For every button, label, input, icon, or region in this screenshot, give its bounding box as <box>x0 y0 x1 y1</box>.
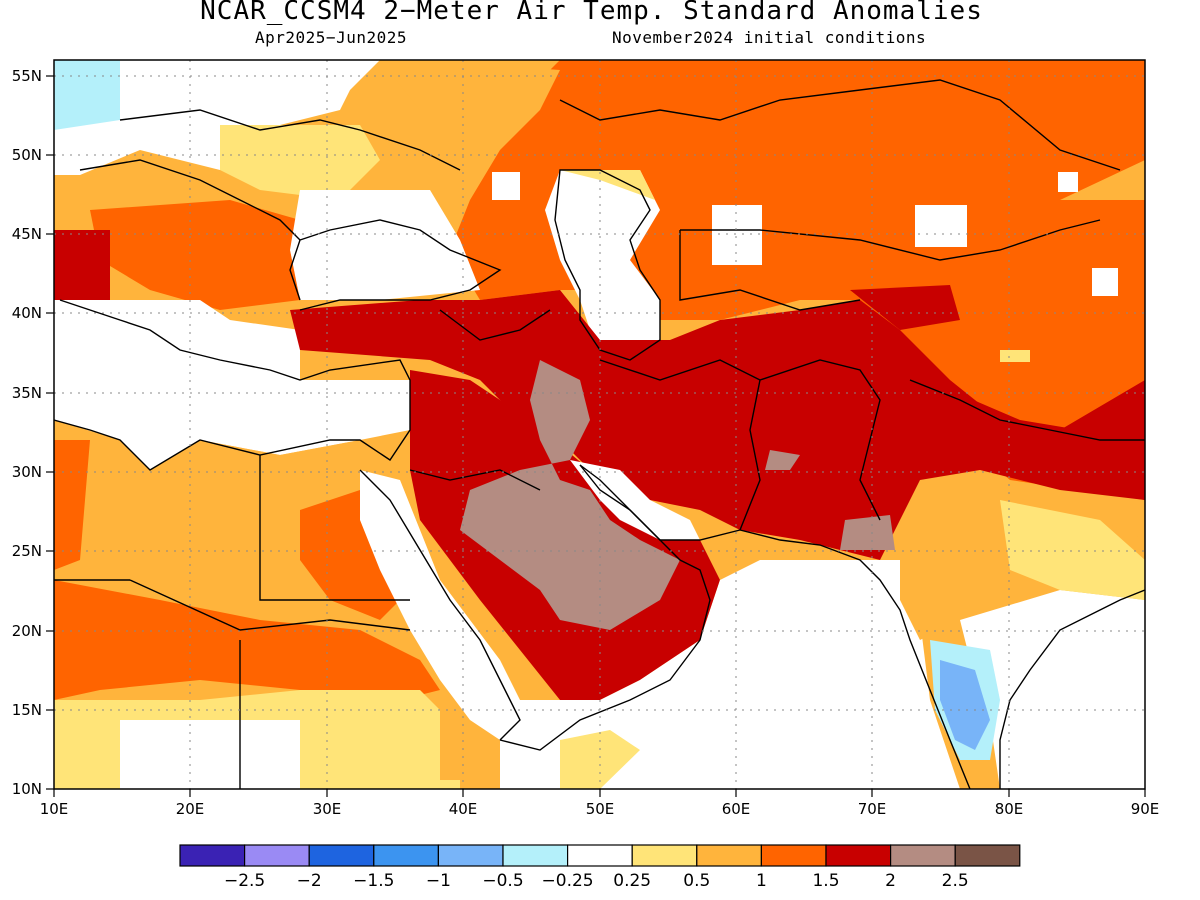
lat-label: 15N <box>12 701 42 719</box>
graticule <box>54 60 1145 789</box>
anomaly-2-5-afghanistan <box>765 450 800 470</box>
coastlines-and-borders <box>54 79 1145 789</box>
anomaly-1-5-balkans <box>90 200 300 310</box>
lon-label: 70E <box>858 800 887 818</box>
lon-label: 10E <box>40 800 69 818</box>
anomaly-2-0-iran-turkey <box>290 290 1145 560</box>
colorbar-swatch <box>244 844 310 867</box>
colorbar-swatch <box>502 844 569 867</box>
colorbar-swatch <box>696 844 762 867</box>
colorbar-swatch <box>889 844 956 867</box>
forecast-period: Apr2025−Jun2025 <box>255 28 407 47</box>
colorbar-swatch <box>825 844 892 867</box>
anomaly-2-0-tian-shan <box>850 285 960 330</box>
anomaly-0-5-patch <box>1000 350 1030 362</box>
colorbar-label: 2.5 <box>942 871 969 891</box>
neutral-ethiopia <box>120 720 300 789</box>
colorbar-swatch <box>308 844 375 867</box>
colorbar-label: 0.5 <box>683 871 710 891</box>
colorbar-label: −2 <box>297 871 322 891</box>
colorbar-label: 0.25 <box>613 871 651 891</box>
colorbar <box>179 844 1021 867</box>
latitude-labels: 55N 50N 45N 40N 35N 30N 25N 20N 15N 10N <box>12 67 42 798</box>
neutral-black-sea <box>290 190 480 300</box>
colorbar-swatch <box>179 844 246 867</box>
neutral-patch <box>1092 268 1118 296</box>
lon-label: 30E <box>313 800 342 818</box>
anomaly-1-5-sahel <box>54 580 440 700</box>
neutral-patch <box>915 205 967 247</box>
colorbar-label: 2 <box>885 871 896 891</box>
neutral-northwest <box>54 60 380 175</box>
anomaly-1-0-baltic <box>380 60 560 120</box>
lat-label: 35N <box>12 384 42 402</box>
colorbar-label: −0.25 <box>542 871 594 891</box>
anomaly-minus-0-25-north-sea <box>54 60 120 130</box>
colorbar-label: 1.5 <box>812 871 839 891</box>
anomaly-2-5-sindh <box>840 515 895 550</box>
colorbar-swatch <box>437 844 504 867</box>
colorbar-label: −0.5 <box>482 871 523 891</box>
colorbar-labels: −2.5 −2 −1.5 −1 −0.5 −0.25 0.25 0.5 1 1.5 2 2.5 <box>224 871 969 891</box>
lat-label: 45N <box>12 225 42 243</box>
initial-conditions: November2024 initial conditions <box>612 28 927 47</box>
lat-label: 30N <box>12 463 42 481</box>
lon-label: 20E <box>176 800 205 818</box>
anomaly-0-5-socotra <box>560 730 640 789</box>
colorbar-label: 1 <box>756 871 767 891</box>
colorbar-label: −1 <box>426 871 451 891</box>
axis-ticks <box>46 75 1146 797</box>
colorbar-swatch <box>631 844 698 867</box>
lon-label: 80E <box>995 800 1024 818</box>
lat-label: 25N <box>12 542 42 560</box>
map-title: NCAR_CCSM4 2−Meter Air Temp. Standard An… <box>200 0 983 26</box>
lat-label: 20N <box>12 622 42 640</box>
neutral-mediterranean <box>54 300 410 470</box>
colorbar-swatch <box>954 844 1021 867</box>
neutral-red-sea <box>360 470 520 740</box>
neutral-patch <box>492 172 520 200</box>
longitude-labels: 10E 20E 30E 40E 50E 60E 70E 80E 90E <box>40 800 1160 818</box>
colorbar-swatch <box>760 844 827 867</box>
neutral-arabian-sea <box>500 560 960 789</box>
neutral-patch <box>1058 172 1078 192</box>
neutral-persian-gulf <box>570 460 700 540</box>
colorbar-swatch <box>373 844 439 867</box>
colorbar-swatch <box>566 844 633 867</box>
lon-label: 50E <box>586 800 615 818</box>
lon-label: 90E <box>1131 800 1160 818</box>
lat-label: 10N <box>12 780 42 798</box>
colorbar-label: −1.5 <box>353 871 394 891</box>
anomaly-0-5-ganges <box>1000 500 1145 600</box>
lat-label: 50N <box>12 146 42 164</box>
anomaly-2-0-italy <box>54 230 110 300</box>
anomaly-0-5-poland <box>220 125 380 200</box>
lon-label: 40E <box>449 800 478 818</box>
anomaly-2-5-arabia <box>460 360 680 630</box>
anomaly-0-5-volga <box>560 170 655 200</box>
neutral-india-south <box>960 590 1145 789</box>
colorbar-label: −2.5 <box>224 871 265 891</box>
anomaly-2-0-tibet <box>880 380 1145 500</box>
lat-label: 55N <box>12 67 42 85</box>
neutral-patch <box>712 205 762 265</box>
lon-label: 60E <box>722 800 751 818</box>
anomaly-minus-0-5-south-india <box>940 660 990 750</box>
lat-label: 40N <box>12 304 42 322</box>
